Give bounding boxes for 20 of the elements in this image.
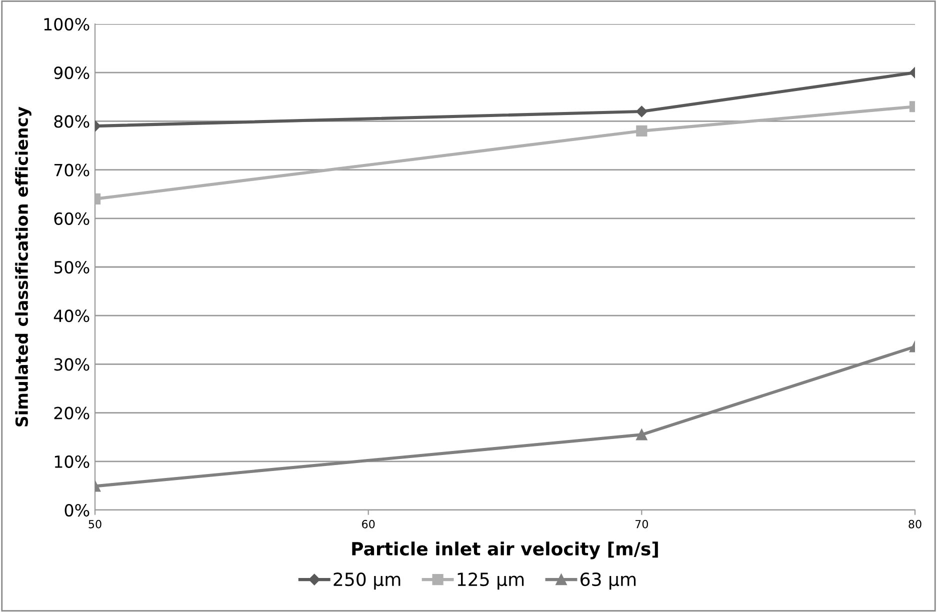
y-tick-label: 40% — [54, 310, 90, 322]
y-tick-label: 90% — [54, 66, 90, 80]
x-axis-title: Particle inlet air velocity [m/s] — [352, 542, 658, 560]
y-tick-label: 70% — [54, 164, 90, 176]
y-tick-label: 0% — [64, 504, 90, 517]
x-tick-label: 50 — [88, 520, 102, 528]
x-tick-label: 70 — [636, 520, 648, 528]
y-tick-label: 60% — [54, 212, 90, 225]
y-axis-title: Simulated classification efficiency — [15, 106, 32, 426]
y-tick-label: 100% — [44, 18, 90, 31]
legend-label: 125 µm — [458, 572, 524, 590]
y-tick-label: 80% — [54, 115, 90, 128]
y-tick-label: 20% — [54, 406, 90, 420]
y-tick-label: 10% — [54, 455, 90, 468]
y-tick-label: 30% — [54, 358, 90, 371]
x-tick-label: 80 — [908, 520, 922, 528]
legend-label: 250 µm — [334, 572, 400, 590]
x-tick-label: 60 — [362, 520, 375, 528]
y-tick-label: 50% — [54, 260, 90, 274]
legend-label: 63 µm — [580, 572, 636, 590]
